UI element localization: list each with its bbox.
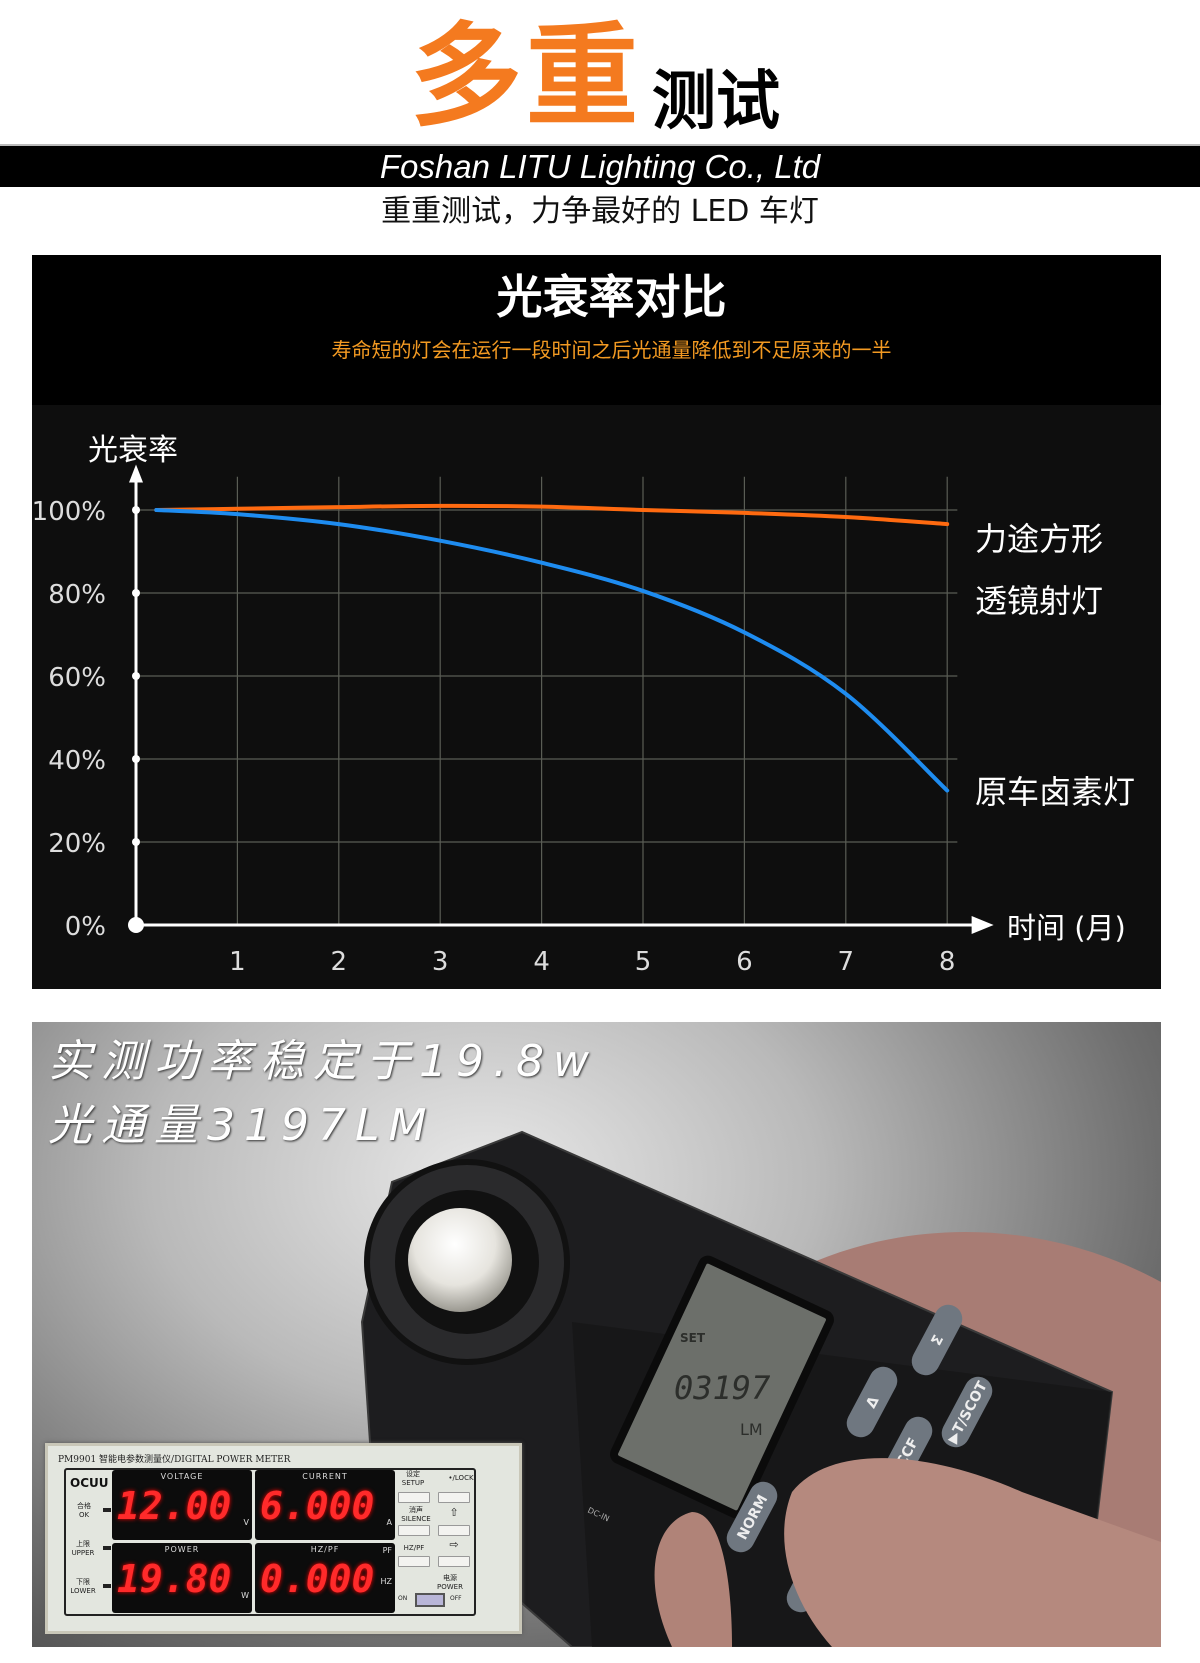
right-button[interactable]: [438, 1556, 470, 1567]
up-button[interactable]: [438, 1525, 470, 1536]
y-axis-arrow-icon: [129, 464, 143, 483]
power-label: 电源 POWER: [437, 1574, 463, 1591]
power-switch[interactable]: [415, 1593, 445, 1607]
thumb: [654, 1512, 732, 1647]
meter-model-title: PM9901 智能电参数测量仪/DIGITAL POWER METER: [58, 1455, 291, 1465]
light-sensor-dome-icon: [408, 1208, 512, 1312]
lux-button-3[interactable]: Σ: [907, 1300, 967, 1380]
lux-button-2[interactable]: Δ: [842, 1362, 902, 1442]
lock-label: •/LOCK: [448, 1474, 474, 1482]
chart-header: [32, 255, 1161, 405]
off-label: OFF: [450, 1595, 462, 1602]
hzpf-button[interactable]: [398, 1556, 430, 1567]
lux-button-cap: [941, 1376, 993, 1448]
y-tick-label: 40%: [48, 746, 106, 776]
y-tick-label: 60%: [48, 663, 106, 693]
x-tick-label: 4: [533, 947, 550, 977]
digital-power-meter: PM9901 智能电参数测量仪/DIGITAL POWER METER OCUU…: [45, 1443, 522, 1634]
lux-reading: 03197: [674, 1369, 770, 1407]
lux-button-cap: [911, 1304, 963, 1376]
y-tick-label: 0%: [65, 912, 106, 942]
series-label: 力途方形: [975, 520, 1103, 558]
decay-chart-panel: 光衰率对比 寿命短的灯会在运行一段时间之后光通量降低到不足原来的一半 光衰率 时…: [32, 255, 1161, 989]
setup-label: 设定 SETUP: [401, 1470, 425, 1487]
hzpf-display: HZ/PF PF 0.000 HZ: [255, 1543, 395, 1613]
silence-label: 消声 SILENCE: [401, 1506, 431, 1523]
y-tick-label: 100%: [32, 497, 106, 527]
x-axis-arrow-icon: [971, 916, 994, 934]
lux-unit: LM: [740, 1420, 763, 1439]
series-line-2: [154, 508, 950, 793]
company-bar: Foshan LITU Lighting Co., Ltd: [0, 144, 1200, 187]
x-tick-label: 3: [432, 947, 449, 977]
decay-line-chart: 光衰率 时间 (月) 0% 20% 40% 60% 80% 100% 1 2 3 4 5 6 7 8 力途方…: [32, 433, 1135, 977]
lux-meter-illustration: SET 03197 LM NORMΔΣCALLCCF▶T/SCOT DC-IN: [360, 1130, 1161, 1647]
indicator-upper: 上限 UPPER: [71, 1540, 95, 1557]
y-tick-label: 20%: [48, 829, 106, 859]
x-tick-label: 2: [331, 947, 348, 977]
power-display: POWER 19.80 W: [112, 1543, 252, 1613]
brand-logo: OCUU: [70, 1476, 109, 1490]
lux-button-cap: [726, 1481, 778, 1553]
chart-title: 光衰率对比: [496, 270, 727, 324]
x-axis-label: 时间 (月): [1007, 911, 1126, 945]
lux-button-cap: [846, 1366, 898, 1438]
hzpf-label: HZ/PF: [403, 1544, 425, 1552]
x-tick-label: 5: [635, 947, 652, 977]
finger: [784, 1458, 1161, 1647]
lumen-claim: 光通量3197LM: [48, 1100, 436, 1151]
on-label: ON: [398, 1595, 408, 1602]
tagline: 重重测试，力争最好的 LED 车灯: [381, 194, 819, 229]
set-indicator: SET: [680, 1331, 706, 1345]
series-label: 原车卤素灯: [975, 773, 1135, 811]
right-arrow-icon: ⇨: [449, 1538, 459, 1551]
lower-led: [103, 1584, 111, 1588]
power-claim: 实测功率稳定于19.8w: [48, 1036, 598, 1087]
chart-subtitle: 寿命短的灯会在运行一段时间之后光通量降低到不足原来的一半: [331, 338, 892, 362]
upper-led: [103, 1546, 111, 1550]
series-line-1: [154, 503, 950, 527]
lock-button[interactable]: [438, 1492, 470, 1503]
measurement-photo: SET 03197 LM NORMΔΣCALLCCF▶T/SCOT DC-IN …: [32, 1022, 1161, 1647]
series-label: 透镜射灯: [975, 582, 1103, 620]
ok-led: [103, 1508, 111, 1512]
y-axis-label: 光衰率: [88, 433, 178, 468]
x-tick-label: 8: [939, 947, 956, 977]
hzpf-value: 0.000: [260, 1557, 375, 1601]
up-arrow-icon: ⇧: [449, 1506, 459, 1519]
lux-meter-screen: [610, 1255, 834, 1519]
title-accent: 多重: [410, 12, 642, 142]
current-value: 6.000: [260, 1484, 375, 1528]
voltage-value: 12.00: [117, 1484, 232, 1528]
x-tick-label: 6: [736, 947, 753, 977]
setup-button[interactable]: [398, 1492, 430, 1503]
voltage-display: VOLTAGE 12.00 V: [112, 1470, 252, 1540]
title-rest: 测试: [652, 65, 780, 139]
indicator-ok: 合格 OK: [77, 1502, 91, 1519]
x-tick-label: 1: [229, 947, 246, 977]
current-display: CURRENT 6.000 A: [255, 1470, 395, 1540]
y-tick-label: 80%: [48, 580, 106, 610]
indicator-lower: 下限 LOWER: [70, 1578, 96, 1595]
x-tick-label: 7: [838, 947, 855, 977]
power-value: 19.80: [117, 1557, 232, 1601]
silence-button[interactable]: [398, 1525, 430, 1536]
company-name: Foshan LITU Lighting Co., Ltd: [379, 148, 821, 185]
